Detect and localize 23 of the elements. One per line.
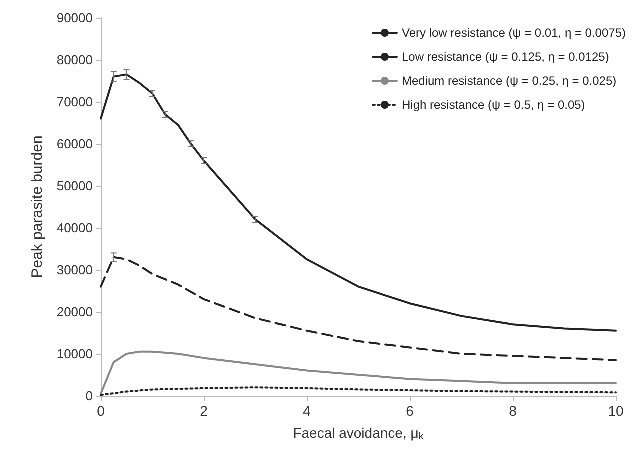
line-series <box>100 256 617 362</box>
legend-label: Medium resistance (ψ = 0.25, η = 0.025) <box>402 74 617 88</box>
y-tick-label: 60000 <box>56 136 93 152</box>
legend-label: High resistance (ψ = 0.5, η = 0.05) <box>402 98 586 112</box>
y-tick-label: 30000 <box>56 262 93 278</box>
y-tick-label: 90000 <box>56 10 93 26</box>
x-tick-label: 10 <box>608 403 624 419</box>
y-tick-label: 20000 <box>56 304 93 320</box>
legend-label: Very low resistance (ψ = 0.01, η = 0.0075) <box>402 26 626 40</box>
line-series <box>100 74 617 332</box>
y-tick-label: 70000 <box>56 94 93 110</box>
x-tick-label: 0 <box>97 403 106 419</box>
y-tick-label: 40000 <box>56 220 93 236</box>
y-tick-label: 50000 <box>56 178 93 194</box>
x-tick-label: 6 <box>406 403 414 419</box>
y-tick-label: 80000 <box>56 52 93 68</box>
x-tick-label: 8 <box>509 403 518 419</box>
y-tick-label: 10000 <box>56 346 93 362</box>
y-tick-label: 0 <box>86 388 93 404</box>
legend-label: Low resistance (ψ = 0.125, η = 0.0125) <box>402 50 610 64</box>
x-tick-label: 2 <box>200 403 208 419</box>
y-axis-title: Peak parasite burden <box>29 136 46 278</box>
x-tick-label: 4 <box>303 403 312 419</box>
